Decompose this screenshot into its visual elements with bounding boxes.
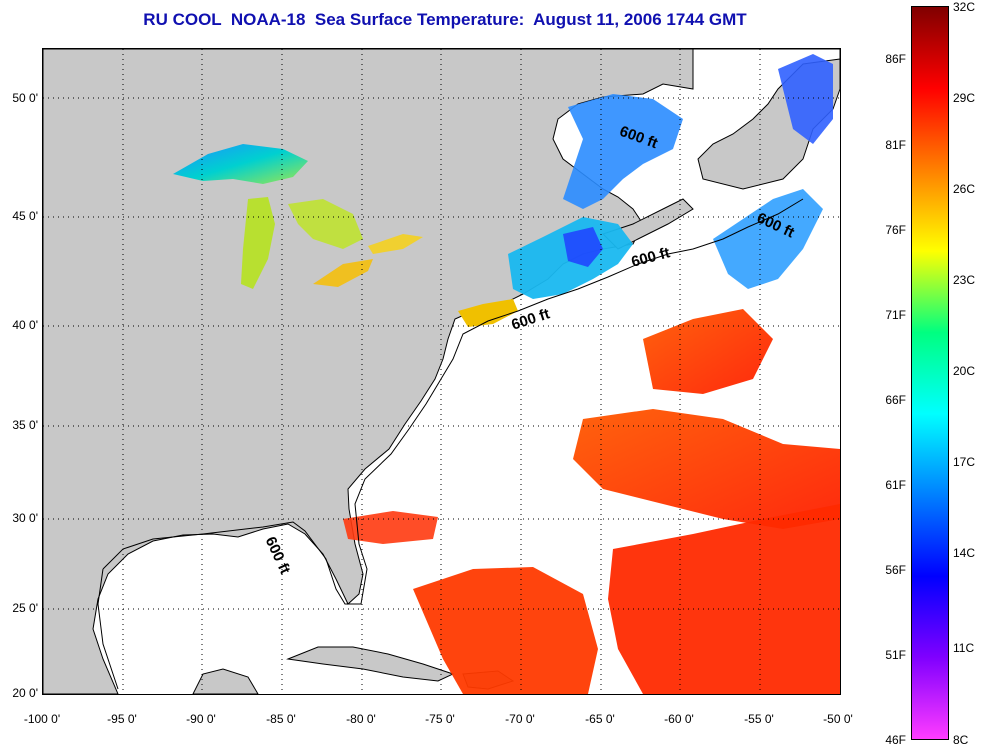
lon-label: -60 0' xyxy=(664,712,694,726)
colorbar-f-label: 51F xyxy=(885,648,906,662)
land-yucatan xyxy=(192,668,259,694)
lon-label: -80 0' xyxy=(346,712,376,726)
colorbar-c-label: 17C xyxy=(953,455,976,469)
map-title: RU COOL NOAA-18 Sea Surface Temperature:… xyxy=(143,10,747,29)
lake-huron xyxy=(288,199,363,249)
sst-bahamas xyxy=(413,567,598,694)
lake-ontario xyxy=(368,234,423,254)
lake-superior xyxy=(173,144,308,184)
sst-central-atlantic xyxy=(573,409,840,529)
lon-label: -90 0' xyxy=(186,712,216,726)
land-cuba xyxy=(286,646,455,682)
sst-map[interactable]: 600 ft 600 ft 600 ft 600 ft 600 ft xyxy=(42,48,841,695)
colorbar-c-label: 14C xyxy=(953,546,976,560)
sst-gulf-st-lawrence xyxy=(563,94,683,209)
depth-contour-gulf xyxy=(97,568,119,690)
colorbar-f-label: 66F xyxy=(885,393,906,407)
sst-mid-atlantic xyxy=(458,299,518,327)
lake-erie xyxy=(313,259,373,287)
colorbar-f-label: 86F xyxy=(885,52,906,66)
lat-label: 20 0' xyxy=(12,686,38,700)
lat-label: 50 0' xyxy=(12,91,38,105)
colorbar-c-label: 32C xyxy=(953,0,976,14)
sst-sargasso xyxy=(608,504,840,694)
colorbar-c-label: 23C xyxy=(953,273,976,287)
lat-label: 40 0' xyxy=(12,318,38,332)
sst-cold-core xyxy=(563,227,603,267)
lon-label: -75 0' xyxy=(425,712,455,726)
colorbar-f-label: 61F xyxy=(885,478,906,492)
lon-label: -65 0' xyxy=(585,712,615,726)
lat-label: 30 0' xyxy=(12,511,38,525)
colorbar-f-label: 81F xyxy=(885,138,906,152)
depth-contour-600ft xyxy=(102,198,804,605)
lat-label: 35 0' xyxy=(12,418,38,432)
lon-label: -50 0' xyxy=(823,712,853,726)
colorbar-c-label: 26C xyxy=(953,182,976,196)
lon-label: -85 0' xyxy=(266,712,296,726)
lon-label: -55 0' xyxy=(744,712,774,726)
colorbar-f-label: 56F xyxy=(885,563,906,577)
map-canvas xyxy=(43,49,840,694)
colorbar-f-label: 46F xyxy=(885,733,906,747)
lon-label: -100 0' xyxy=(23,712,61,726)
temperature-colorbar xyxy=(911,6,949,740)
sst-scotian-shelf xyxy=(713,189,823,289)
lon-label: -95 0' xyxy=(107,712,137,726)
colorbar-c-label: 8C xyxy=(953,733,969,747)
sst-off-georgia xyxy=(343,511,438,544)
lat-label: 25 0' xyxy=(12,601,38,615)
lake-michigan xyxy=(241,197,275,289)
colorbar-f-label: 71F xyxy=(885,308,906,322)
sst-gulf-stream-north xyxy=(643,309,773,394)
lat-label: 45 0' xyxy=(12,209,38,223)
colorbar-f-label: 76F xyxy=(885,223,906,237)
colorbar-c-label: 11C xyxy=(953,641,975,655)
colorbar-c-label: 29C xyxy=(953,91,976,105)
sst-labrador xyxy=(778,54,833,144)
colorbar-c-label: 20C xyxy=(953,364,976,378)
lon-label: -70 0' xyxy=(505,712,535,726)
